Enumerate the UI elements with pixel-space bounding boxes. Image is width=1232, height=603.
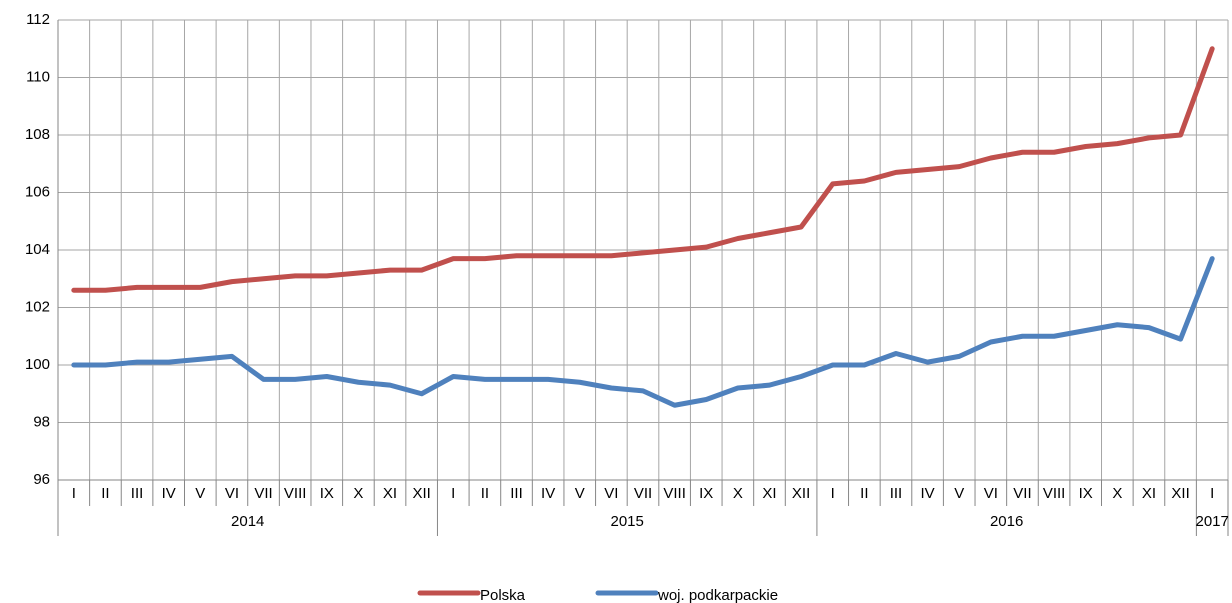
x-tick-label: II xyxy=(860,485,868,502)
x-tick-label: I xyxy=(1210,485,1214,502)
y-tick-label: 110 xyxy=(26,68,50,85)
x-tick-label: III xyxy=(131,485,144,502)
y-tick-label: 96 xyxy=(33,471,50,488)
x-tick-label: III xyxy=(890,485,903,502)
group-label: 2017 xyxy=(1196,513,1229,530)
x-tick-label: VII xyxy=(634,485,652,502)
legend-label: Polska xyxy=(480,587,526,603)
x-tick-label: X xyxy=(1112,485,1122,502)
y-tick-label: 108 xyxy=(25,126,50,143)
y-tick-label: 112 xyxy=(26,11,50,28)
x-tick-label: IX xyxy=(1079,485,1093,502)
group-label: 2015 xyxy=(611,513,644,530)
x-tick-label: IX xyxy=(699,485,713,502)
x-tick-label: VIII xyxy=(284,485,307,502)
x-tick-label: VI xyxy=(604,485,618,502)
y-tick-label: 104 xyxy=(25,241,50,258)
group-label: 2016 xyxy=(990,513,1023,530)
x-tick-label: VII xyxy=(1013,485,1031,502)
x-tick-label: VIII xyxy=(1043,485,1066,502)
y-tick-label: 102 xyxy=(25,298,50,315)
x-tick-label: XI xyxy=(383,485,397,502)
x-tick-label: XI xyxy=(1142,485,1156,502)
x-tick-label: IV xyxy=(541,485,555,502)
x-tick-label: XI xyxy=(762,485,776,502)
legend-label: woj. podkarpackie xyxy=(657,587,778,603)
x-tick-label: V xyxy=(195,485,205,502)
x-tick-label: VII xyxy=(254,485,272,502)
y-tick-label: 106 xyxy=(25,183,50,200)
x-tick-label: XII xyxy=(792,485,810,502)
x-tick-label: VI xyxy=(984,485,998,502)
y-tick-label: 98 xyxy=(33,413,50,430)
series-line xyxy=(71,46,1215,293)
group-label: 2014 xyxy=(231,513,264,530)
x-tick-label: I xyxy=(451,485,455,502)
x-tick-label: I xyxy=(72,485,76,502)
x-tick-label: IV xyxy=(162,485,176,502)
x-tick-label: VIII xyxy=(663,485,686,502)
x-tick-label: XII xyxy=(412,485,430,502)
y-tick-label: 100 xyxy=(25,356,50,373)
x-tick-label: X xyxy=(353,485,363,502)
x-tick-label: I xyxy=(831,485,835,502)
x-tick-label: V xyxy=(575,485,585,502)
x-tick-label: II xyxy=(481,485,489,502)
x-tick-label: IV xyxy=(921,485,935,502)
x-tick-label: XII xyxy=(1171,485,1189,502)
x-tick-label: IX xyxy=(320,485,334,502)
x-tick-label: III xyxy=(510,485,523,502)
series-line xyxy=(71,256,1215,408)
x-tick-label: V xyxy=(954,485,964,502)
x-tick-label: VI xyxy=(225,485,239,502)
x-tick-label: II xyxy=(101,485,109,502)
x-tick-label: X xyxy=(733,485,743,502)
